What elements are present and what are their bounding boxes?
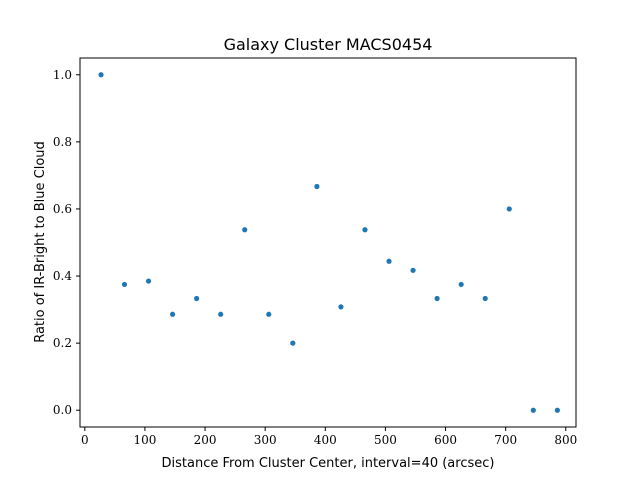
x-tick-label: 800 [554,433,577,447]
data-point [145,278,152,284]
x-tick-label: 400 [314,433,337,447]
x-axis-label: Distance From Cluster Center, interval=4… [162,456,495,471]
x-tick-label: 100 [133,433,156,447]
data-point [266,311,272,317]
x-tick-label: 600 [434,433,457,447]
y-tick-label: 0.8 [53,135,72,149]
plot-frame [79,57,577,428]
data-point [458,281,464,288]
data-point [554,407,560,413]
data-point [314,183,320,190]
y-tick-label: 0.4 [53,269,72,283]
data-points [98,72,560,413]
y-axis-label: Ratio of IR-Bright to Blue Cloud [33,141,48,343]
x-axis: 0 100 200 300 400 500 600 700 800 [81,427,577,447]
y-axis: 0.0 0.2 0.4 0.6 0.8 1.0 [53,68,80,417]
data-point [242,227,248,233]
x-tick-label: 500 [374,433,397,447]
data-point [482,295,488,302]
data-point [218,311,224,317]
data-point [434,295,440,302]
data-point [506,206,512,212]
chart-title: Galaxy Cluster MACS0454 [224,35,433,54]
x-tick-label: 700 [494,433,517,447]
x-tick-label: 0 [81,433,89,447]
y-tick-label: 0.0 [53,403,72,417]
y-tick-label: 0.2 [53,336,72,350]
y-tick-label: 1.0 [53,68,72,82]
data-point [386,258,392,264]
data-point [98,72,104,78]
data-point [121,281,128,288]
y-tick-label: 0.6 [53,202,72,216]
data-point [362,227,368,233]
data-point [530,407,536,413]
x-tick-label: 200 [194,433,217,447]
data-point [290,340,296,346]
data-point [194,295,200,302]
data-point [169,311,176,317]
x-tick-label: 300 [254,433,277,447]
data-point [338,304,344,310]
data-point [410,267,416,273]
